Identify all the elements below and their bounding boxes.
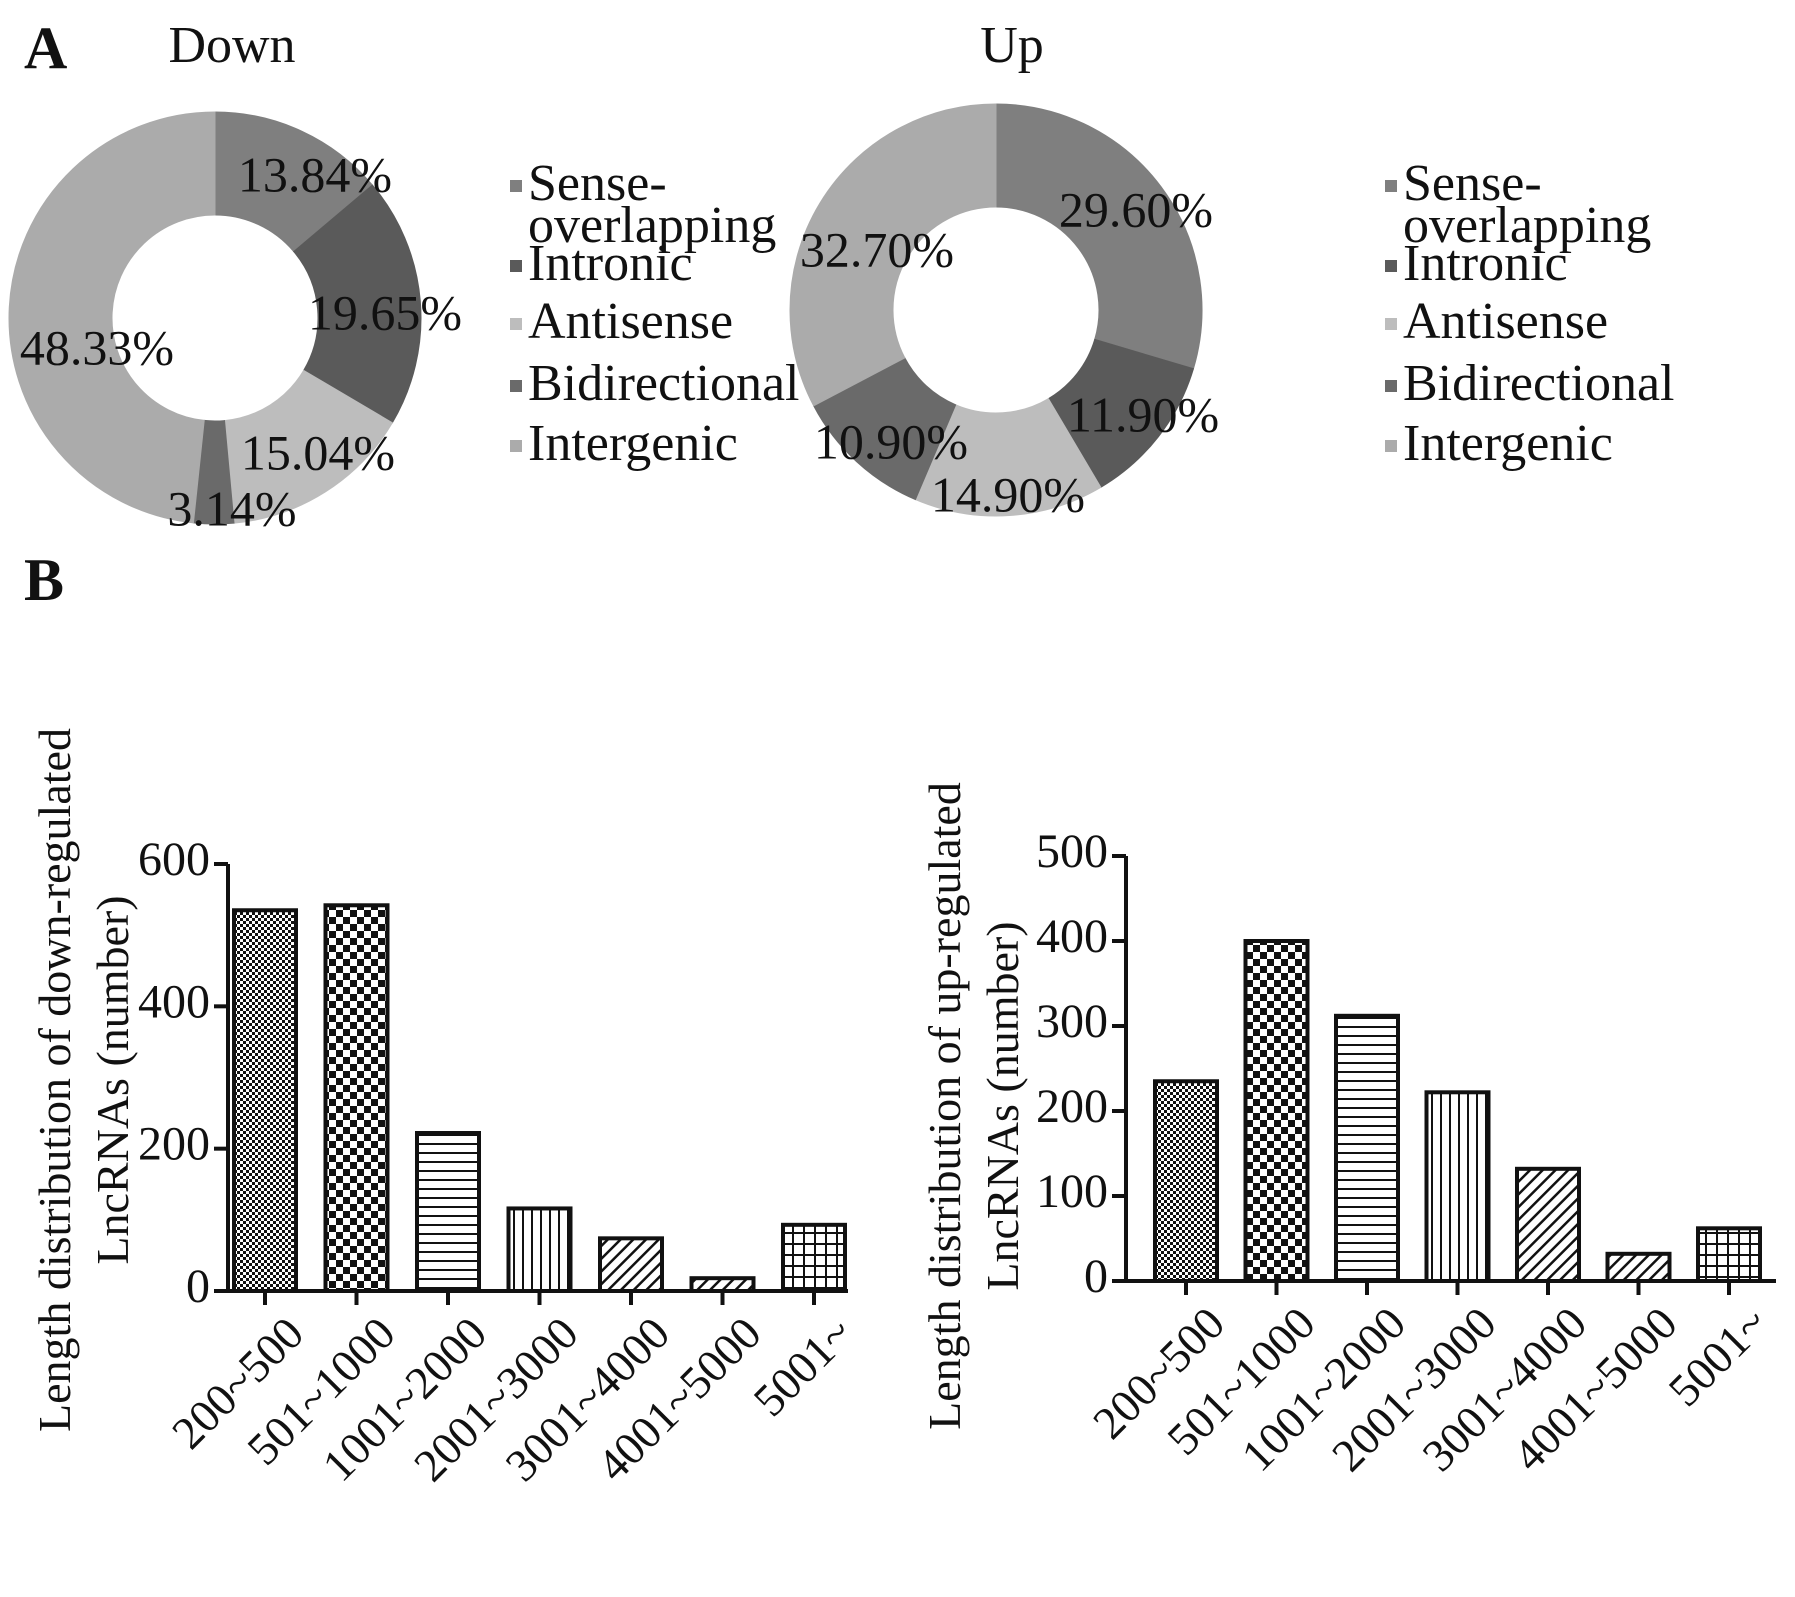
legend-label: Intergenic [1403,415,1613,472]
y-tick-label: 100 [1036,1165,1108,1218]
y-axis-label: Length distribution of down-regulated [29,728,80,1432]
y-tick-label: 0 [186,1260,210,1313]
slice-label: 48.33% [20,319,174,375]
legend-label: Intronic [1403,235,1568,292]
y-tick-label: 200 [138,1118,210,1171]
bar [1153,1079,1219,1283]
legend-label: overlapping [1403,197,1651,254]
legend-swatch [510,380,522,392]
bar [1605,1251,1672,1284]
legend-label: overlapping [528,197,776,254]
bar [1243,939,1310,1283]
bar [323,903,390,1293]
slice-label: 19.65% [308,284,462,340]
donut-title: Down [168,17,295,74]
y-axis-label: LncRNAs (number) [977,921,1028,1290]
y-axis-label: Length distribution of up-regulated [919,782,970,1430]
bar [1696,1226,1762,1284]
legend-swatch [1385,380,1397,392]
y-tick-label: 300 [1036,995,1108,1048]
legend-swatch [1385,318,1397,330]
donut-title: Up [980,17,1044,74]
donut-slice-intergenic [8,111,216,524]
slice-label: 32.70% [800,221,954,277]
bar [1334,1013,1400,1283]
legend-label: Sense- [1403,155,1542,212]
bar [232,908,298,1294]
bar [1424,1090,1491,1284]
legend-label: Bidirectional [1403,355,1674,412]
legend-swatch [510,260,522,272]
y-tick-label: 600 [138,833,210,886]
y-axis-label: LncRNAs (number) [87,895,138,1264]
bar [1515,1166,1581,1284]
donut-chart-up: 29.60% 11.90% 14.90%10.90% 32.70% Up Sense-ov… [789,17,1674,522]
legend-label: Sense- [528,155,667,212]
donut-slice-antisense [223,369,394,524]
slice-label: 11.90% [1067,386,1219,442]
y-tick-label: 400 [138,975,210,1028]
x-tick-label: 5001~ [1659,1297,1778,1416]
bar-chart-up-regulated: 0100200300400500200~500501~10001001~2000… [919,782,1777,1481]
donut-slice-antisense [914,397,1102,517]
legend-swatch [1385,440,1397,452]
legend-swatch [510,318,522,330]
bar [506,1206,573,1293]
donut-slice-sense-overlapping [995,103,1203,370]
slice-label: 29.60% [1059,181,1213,237]
legend-swatch [1385,260,1397,272]
y-tick-label: 0 [1084,1250,1108,1303]
bar [598,1236,664,1294]
bar [415,1131,481,1294]
legend-label: Bidirectional [528,355,799,412]
slice-label: 14.90% [931,466,1085,522]
x-tick-label: 5001~ [744,1307,863,1426]
bar [689,1276,756,1293]
panel-b-letter: B [24,547,64,613]
legend-label: Antisense [528,293,733,350]
bar [781,1222,847,1293]
legend-swatch [510,180,522,192]
donut-chart-down: 13.84% 19.65% 15.04%3.14% 48.33% Down Sense-o… [8,17,799,536]
y-tick-label: 500 [1036,825,1108,878]
donut-slice-intergenic [789,103,997,407]
slice-label: 15.04% [241,424,395,480]
donut-slice-intronic [292,184,422,424]
legend-swatch [1385,180,1397,192]
legend-label: Intronic [528,235,693,292]
legend-swatch [510,440,522,452]
slice-label: 10.90% [814,413,968,469]
bar-chart-down-regulated: 0200400600200~500501~10001001~20002001~3… [29,728,862,1491]
slice-label: 3.14% [167,480,296,536]
panel-a-letter: A [24,15,67,81]
slice-label: 13.84% [238,146,392,202]
y-tick-label: 200 [1036,1080,1108,1133]
legend-label: Antisense [1403,293,1608,350]
legend-label: Intergenic [528,415,738,472]
y-tick-label: 400 [1036,910,1108,963]
